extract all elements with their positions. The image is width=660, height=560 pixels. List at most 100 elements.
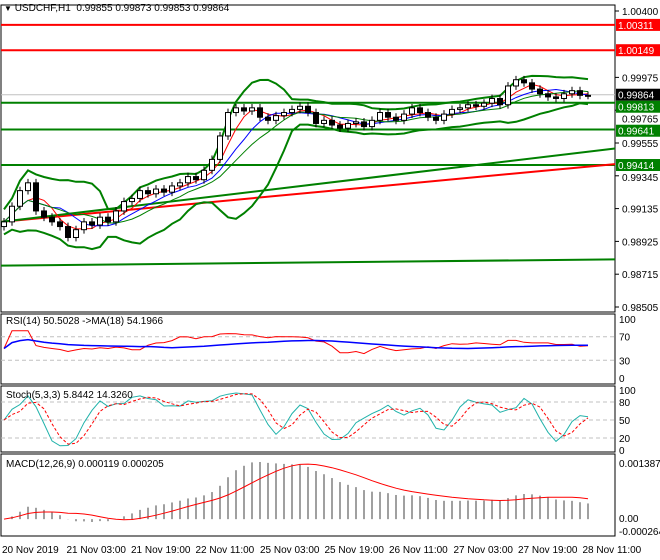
level-label: 0.99414	[618, 161, 655, 172]
time-tick-label: 21 Nov 03:00	[67, 545, 127, 556]
candle-body	[537, 88, 543, 95]
dropdown-icon[interactable]: ▼	[4, 4, 12, 13]
candle-body	[505, 85, 511, 106]
candle-body	[369, 119, 375, 128]
candle-body	[233, 107, 239, 114]
price-tick-label: 0.98925	[622, 237, 659, 248]
candle-body	[209, 158, 215, 171]
macd-tick-label: 0.00	[619, 514, 639, 525]
candle-body	[545, 93, 551, 98]
level-badge	[616, 44, 660, 57]
stoch-tick-label: 80	[619, 398, 631, 409]
current-price-label: 0.99864	[618, 91, 655, 102]
stoch-signal-line	[3, 393, 589, 445]
symbol-label: USDCHF,H1	[14, 3, 71, 14]
candle-body	[225, 112, 231, 137]
time-tick-label: 25 Nov 03:00	[260, 545, 320, 556]
trend-line	[0, 163, 616, 223]
stoch-title: Stoch(5,3,3) 5.8442 14.3260	[6, 390, 133, 401]
panel-border-0	[0, 4, 616, 313]
price-tick-label: 0.98505	[622, 303, 659, 314]
rsi-tick-label: 30	[619, 356, 631, 367]
time-tick-label: 27 Nov 03:00	[454, 545, 514, 556]
trend-line	[0, 147, 616, 223]
candle-body	[177, 182, 183, 187]
candle-body	[97, 216, 103, 226]
candle-body	[569, 90, 575, 95]
level-badge	[616, 124, 660, 137]
panel-border-2	[0, 385, 616, 453]
candle-body	[217, 135, 223, 160]
candle-body	[585, 94, 591, 97]
candle-body	[289, 108, 295, 114]
candle-body	[129, 197, 135, 203]
time-tick-label: 26 Nov 11:00	[389, 545, 448, 556]
time-tick-label: 21 Nov 19:00	[131, 545, 191, 556]
candle-body	[337, 124, 343, 129]
candle-body	[81, 221, 87, 231]
time-tick-label: 28 Nov 11:00	[583, 545, 642, 556]
candle-body	[89, 221, 95, 226]
stoch-tick-label: 0	[619, 446, 625, 457]
stoch-main-line	[3, 392, 589, 447]
candle-body	[441, 113, 447, 121]
candle-body	[25, 182, 31, 192]
price-tick-label: 0.98715	[622, 270, 659, 281]
panel-border-3	[0, 453, 616, 537]
symbol-header: ▼ USDCHF,H1 0.99855 0.99873 0.99853 0.99…	[4, 3, 229, 14]
stoch-tick-label: 100	[619, 386, 636, 397]
candle-body	[185, 176, 191, 184]
candle-body	[57, 221, 63, 228]
candle-body	[265, 116, 271, 121]
candle-body	[17, 190, 23, 207]
price-tick-label: 0.99555	[622, 139, 659, 150]
macd-tick-label: -0.000264	[619, 527, 660, 538]
candle-body	[433, 116, 439, 121]
candle-body	[169, 185, 175, 193]
level-badge	[616, 18, 660, 31]
candle-body	[473, 104, 479, 107]
candle-body	[65, 226, 71, 238]
candle-body	[1, 221, 7, 228]
candle-body	[153, 188, 159, 195]
candle-body	[417, 107, 423, 114]
bollinger-lower	[3, 102, 589, 251]
bollinger-upper	[3, 74, 589, 210]
candle-body	[33, 182, 39, 212]
time-tick-label: 25 Nov 19:00	[325, 545, 385, 556]
candle-body	[161, 188, 167, 193]
candle-body	[353, 121, 359, 124]
price-tick-label: 1.00400	[622, 7, 659, 18]
candle-body	[529, 82, 535, 90]
level-badge	[616, 159, 660, 172]
candle-body	[201, 169, 207, 181]
time-tick-label: 20 Nov 2019	[2, 545, 59, 556]
candle-body	[345, 122, 351, 129]
macd-signal-line	[3, 463, 589, 521]
candle-body	[393, 116, 399, 121]
panel-border-1	[0, 313, 616, 385]
candle-body	[321, 119, 327, 124]
rsi-tick-label: 100	[619, 315, 636, 326]
candle-body	[137, 190, 143, 199]
candle-body	[257, 107, 263, 118]
candle-body	[329, 119, 335, 126]
macd-tick-label: 0.001387	[619, 459, 660, 470]
trend-line	[0, 258, 616, 267]
candle-body	[273, 115, 279, 121]
candle-body	[481, 102, 487, 107]
candle-body	[385, 112, 391, 118]
candle-body	[553, 96, 559, 99]
candle-body	[73, 229, 79, 238]
time-tick-label: 22 Nov 11:00	[196, 545, 255, 556]
candle-body	[513, 79, 519, 87]
candle-body	[249, 107, 255, 112]
candle-body	[561, 93, 567, 99]
stoch-tick-label: 20	[619, 434, 631, 445]
price-tick-label: 0.99765	[622, 115, 659, 126]
candle-body	[305, 105, 311, 114]
level-label: 1.00311	[618, 21, 654, 32]
candle-body	[9, 205, 15, 223]
